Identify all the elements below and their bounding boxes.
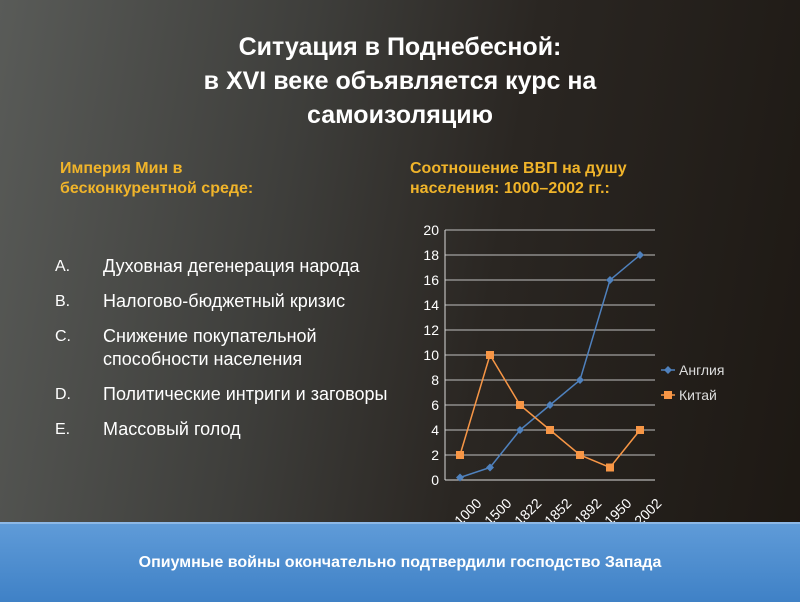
x-tick-label: 2002: [631, 495, 664, 525]
data-point: [516, 401, 524, 409]
list-item: E. Массовый голод: [55, 418, 395, 441]
footer-banner: Опиумные войны окончательно подтвердили …: [0, 522, 800, 602]
x-tick-label: 1000: [451, 495, 484, 525]
y-tick-label: 12: [423, 322, 439, 338]
legend-marker: [664, 391, 672, 399]
list-marker: E.: [55, 421, 71, 438]
y-tick-label: 8: [431, 372, 439, 388]
footer-text: Опиумные войны окончательно подтвердили …: [138, 554, 662, 571]
y-tick-label: 0: [431, 472, 439, 488]
x-tick-label: 1822: [511, 495, 544, 525]
legend-marker: [664, 366, 672, 374]
legend-label: Китай: [679, 387, 717, 403]
y-tick-label: 20: [423, 222, 439, 238]
list-item: B. Налогово-бюджетный кризис: [55, 290, 395, 313]
list-item: D. Политические интриги и заговоры: [55, 383, 395, 406]
y-tick-label: 14: [423, 297, 439, 313]
y-tick-label: 18: [423, 247, 439, 263]
y-tick-label: 6: [431, 397, 439, 413]
x-tick-label: 1950: [601, 495, 634, 525]
list-marker: D.: [55, 386, 71, 403]
x-tick-label: 1852: [541, 495, 574, 525]
list-marker: A.: [55, 258, 71, 275]
data-point: [546, 401, 554, 409]
list-item-text: Массовый голод: [103, 419, 241, 439]
data-point: [546, 426, 554, 434]
slide-title: Ситуация в Поднебесной: в XVI веке объяв…: [40, 30, 760, 132]
list-item: A. Духовная дегенерация народа: [55, 255, 395, 278]
data-point: [606, 276, 614, 284]
list-item: C. Снижение покупательной способности на…: [55, 325, 395, 371]
data-point: [636, 251, 644, 259]
chart-heading: Соотношение ВВП на душу населения: 1000–…: [410, 160, 627, 197]
gdp-line-chart: 0 2 4 6 8 10 12 14 16 18 20 10001500182218521892195…: [423, 222, 724, 525]
data-point: [456, 473, 464, 482]
y-tick-label: 16: [423, 272, 439, 288]
data-point: [576, 451, 584, 459]
title-line-2: в XVI веке объявляется курс на: [203, 67, 597, 95]
list-item-text: Политические интриги и заговоры: [103, 384, 388, 404]
list-item-text: Снижение покупательной способности насел…: [103, 326, 317, 369]
data-point: [486, 351, 494, 359]
data-point: [576, 376, 584, 384]
y-tick-label: 2: [431, 447, 439, 463]
y-tick-label: 4: [431, 422, 439, 438]
title-line-3: самоизоляцию: [307, 101, 493, 129]
list-item-text: Духовная дегенерация народа: [103, 256, 360, 276]
list-marker: B.: [55, 293, 71, 310]
data-point: [456, 451, 464, 459]
list-marker: C.: [55, 328, 71, 345]
data-point: [636, 426, 644, 434]
causes-list: A. Духовная дегенерация народа B. Налого…: [55, 255, 395, 453]
legend-label: Англия: [679, 362, 724, 378]
data-point: [516, 426, 524, 434]
x-tick-label: 1892: [571, 495, 604, 525]
y-tick-label: 10: [423, 347, 439, 363]
left-heading: Империя Мин в бесконкурентной среде:: [60, 160, 254, 197]
data-point: [486, 463, 494, 472]
title-line-1: Ситуация в Поднебесной:: [238, 33, 562, 61]
x-tick-label: 1500: [481, 495, 514, 525]
list-item-text: Налогово-бюджетный кризис: [103, 291, 346, 311]
series-line-1: [459, 353, 641, 469]
data-point: [606, 463, 614, 472]
